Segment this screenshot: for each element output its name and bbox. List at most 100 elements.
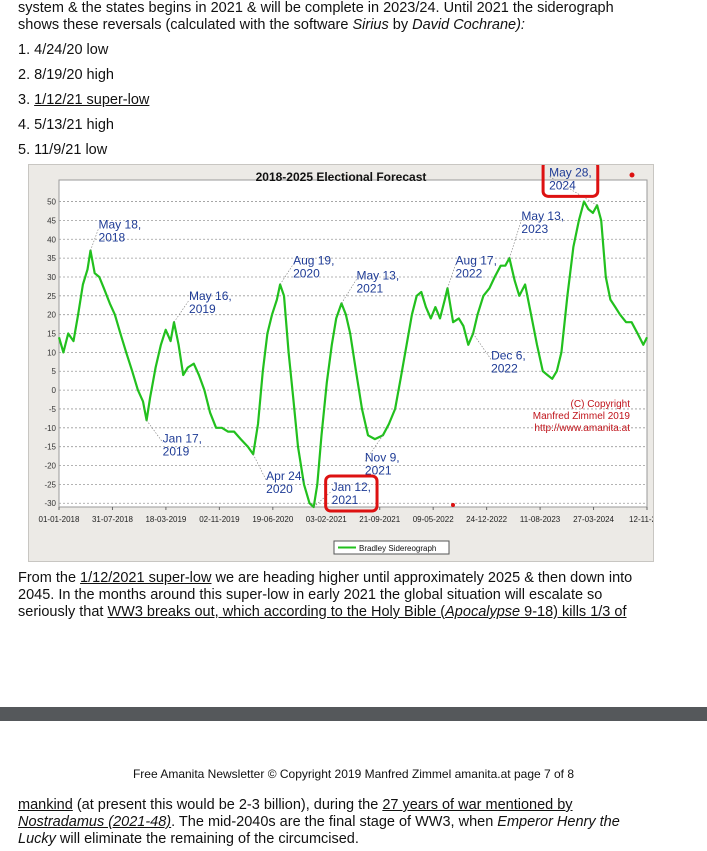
nostradamus-link[interactable]: Nostradamus (2021-48) bbox=[18, 814, 171, 830]
apocalypse-link-text[interactable]: Apocalypse bbox=[445, 604, 521, 620]
reversal-item: 4. 5/13/21 high bbox=[18, 115, 149, 140]
marker-dot bbox=[451, 503, 455, 507]
continued-line-2b: . The mid-2040s are the final stage of W… bbox=[171, 814, 498, 830]
annotation-line: 2021 bbox=[332, 493, 359, 507]
annotation-line: Dec 6, bbox=[491, 349, 526, 363]
author-name: David Cochrane): bbox=[412, 17, 525, 33]
annotation-line: May 18, bbox=[99, 218, 142, 232]
x-tick-label: 24-12-2022 bbox=[466, 515, 507, 524]
chart-container: 2018-2025 Electional Forecast 50 45 40 35 30 2… bbox=[28, 164, 654, 562]
reversal-text[interactable]: 1/12/21 super-low bbox=[34, 92, 150, 108]
after-line-1a: From the bbox=[18, 570, 81, 586]
marker-dot bbox=[629, 172, 635, 178]
y-tick-label: -10 bbox=[44, 424, 56, 433]
reversal-item: 5. 11/9/21 low bbox=[18, 140, 149, 165]
x-tick-label: 27-03-2024 bbox=[573, 515, 614, 524]
annotation-label: Dec 6, 2022 bbox=[491, 349, 526, 376]
page-footer: Free Amanita Newsletter © Copyright 2019… bbox=[132, 767, 575, 781]
reversal-item: 3. 1/12/21 super-low bbox=[18, 90, 149, 115]
x-tick-label: 31-07-2018 bbox=[92, 515, 133, 524]
y-tick-label: 15 bbox=[47, 330, 56, 339]
intro-line-2a: shows these reversals (calculated with t… bbox=[18, 17, 353, 33]
annotation-label: Aug 17, 2022 bbox=[456, 253, 497, 280]
annotation-label: Nov 9, 2021 bbox=[365, 450, 400, 477]
annotation-line: 2022 bbox=[491, 362, 518, 376]
legend-box bbox=[333, 540, 450, 555]
annotation-label: Jan 12, 2021 bbox=[332, 480, 371, 507]
highlight-box bbox=[324, 474, 379, 513]
annotation-leader bbox=[173, 300, 190, 323]
y-tick-label: 0 bbox=[52, 386, 57, 395]
annotation-leader bbox=[472, 333, 492, 360]
copyright-line: http://www.amanita.at bbox=[534, 423, 630, 434]
reversal-item: 2. 8/19/20 high bbox=[18, 65, 149, 90]
war-years-link[interactable]: 27 years of war mentioned by bbox=[382, 797, 573, 813]
x-tick-label: 02-11-2019 bbox=[199, 515, 240, 524]
annotation-line: 2020 bbox=[293, 267, 320, 281]
emperor-name: Emperor Henry the bbox=[497, 814, 620, 830]
annotation-leader bbox=[252, 454, 267, 481]
ww3-link-end[interactable]: 9-18) kills 1/3 of bbox=[520, 604, 627, 620]
annotation-leader bbox=[447, 264, 456, 289]
x-tick-label: 12-11-202 bbox=[629, 515, 653, 524]
after-line-1c: we are heading higher until approximatel… bbox=[211, 570, 633, 586]
software-name: Sirius bbox=[352, 17, 389, 33]
plot-area bbox=[58, 179, 648, 508]
reversal-number: 5. bbox=[18, 142, 35, 158]
x-tick-label: 01-01-2018 bbox=[39, 515, 80, 524]
continued-line-3b: will eliminate the remaining of the circ… bbox=[55, 831, 359, 847]
copyright-line: (C) Copyright bbox=[571, 399, 631, 410]
y-tick-label: -25 bbox=[44, 480, 56, 489]
annotation-line: May 28, bbox=[549, 165, 592, 179]
after-line-2: 2045. In the months around this super-lo… bbox=[18, 587, 603, 603]
copyright-line: Manfred Zimmel 2019 bbox=[533, 411, 631, 422]
series-line-bradley bbox=[57, 200, 648, 509]
x-tick-label: 03-02-2021 bbox=[306, 515, 347, 524]
reversal-text: 11/9/21 low bbox=[34, 142, 108, 158]
x-tick-label: 21-09-2021 bbox=[359, 515, 400, 524]
y-tick-label: -5 bbox=[49, 405, 57, 414]
y-tick-label: -15 bbox=[44, 443, 56, 452]
continued-paragraph: mankind (at present this would be 2-3 bi… bbox=[18, 797, 698, 848]
intro-line-1: system & the states begins in 2021 & wil… bbox=[18, 0, 614, 16]
y-tick-label: 20 bbox=[47, 311, 56, 320]
emperor-name-end: Lucky bbox=[18, 831, 56, 847]
annotation-leader bbox=[279, 264, 294, 285]
x-tick-label: 18-03-2019 bbox=[145, 515, 186, 524]
annotation-label: May 13, 2023 bbox=[521, 209, 564, 236]
page-divider bbox=[0, 707, 707, 721]
y-tick-label: -20 bbox=[44, 462, 56, 471]
y-tick-label: 30 bbox=[47, 273, 56, 282]
reversal-number: 4. bbox=[18, 117, 35, 133]
ww3-link[interactable]: WW3 breaks out, which according to the H… bbox=[107, 604, 626, 620]
ww3-link-text[interactable]: WW3 breaks out, which according to the H… bbox=[107, 604, 446, 620]
annotation-leader bbox=[548, 176, 598, 206]
annotation-line: 2019 bbox=[189, 302, 216, 316]
annotation-line: 2021 bbox=[356, 281, 383, 295]
annotation-line: 2019 bbox=[163, 444, 190, 458]
chart-title: 2018-2025 Electional Forecast bbox=[256, 170, 427, 184]
annotation-line: 2024 bbox=[549, 178, 576, 192]
annotation-line: Nov 9, bbox=[365, 450, 400, 464]
annotation-line: Jan 12, bbox=[332, 480, 371, 494]
annotation-line: 2018 bbox=[99, 231, 126, 245]
annotation-leader bbox=[509, 220, 522, 259]
y-tick-label: 10 bbox=[47, 348, 56, 357]
annotation-label: May 28, 2024 bbox=[549, 165, 592, 192]
annotation-line: Jan 17, bbox=[163, 431, 202, 445]
reversal-number: 2. bbox=[18, 67, 35, 83]
reversal-number: 1. bbox=[18, 42, 35, 58]
super-low-link[interactable]: 1/12/2021 super-low bbox=[80, 570, 212, 586]
annotation-leader bbox=[90, 228, 99, 251]
annotation-line: Aug 17, bbox=[456, 253, 497, 267]
after-line-3a: seriously that bbox=[18, 604, 108, 620]
mankind-link[interactable]: mankind bbox=[18, 797, 73, 813]
x-tick-label: 11-08-2023 bbox=[520, 515, 561, 524]
annotation-line: May 13, bbox=[356, 268, 399, 282]
continued-line-1b: (at present this would be 2-3 billion), … bbox=[72, 797, 383, 813]
y-tick-label: 45 bbox=[47, 216, 56, 225]
nostradamus-link-text[interactable]: Nostradamus (2021-48) bbox=[18, 814, 172, 830]
y-tick-label: 35 bbox=[47, 254, 56, 263]
annotation-line: May 13, bbox=[521, 209, 564, 223]
annotation-line: 2022 bbox=[456, 266, 483, 280]
